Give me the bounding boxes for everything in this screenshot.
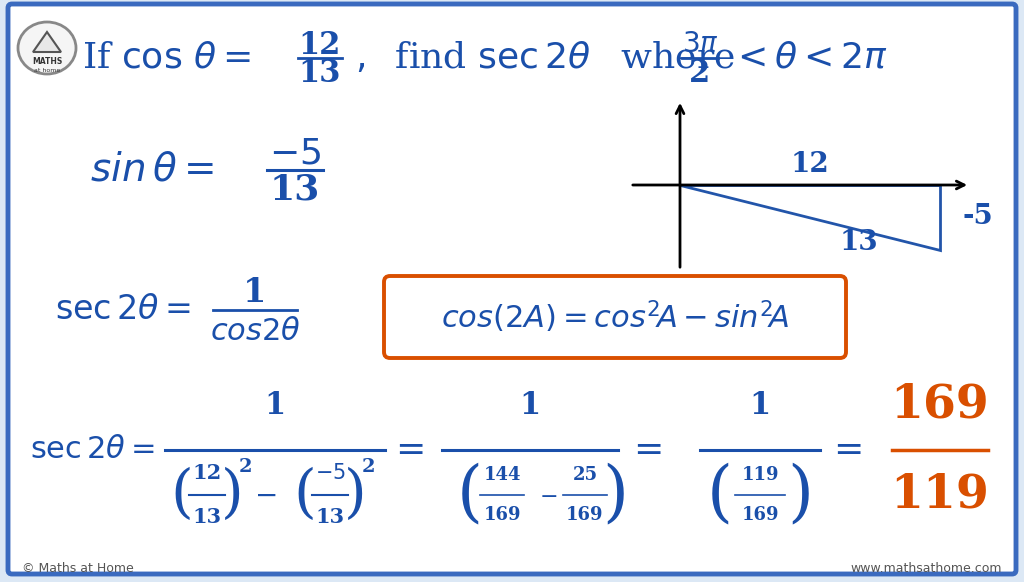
Text: ): ) (220, 467, 244, 523)
Text: $3\pi$: $3\pi$ (682, 31, 719, 59)
Text: =: = (833, 433, 863, 467)
Text: 119: 119 (741, 466, 778, 484)
Text: (: ( (707, 462, 733, 528)
FancyBboxPatch shape (384, 276, 846, 358)
Text: =: = (395, 433, 425, 467)
Text: -5: -5 (962, 204, 992, 230)
Text: at home: at home (34, 68, 60, 73)
Text: 13: 13 (315, 507, 344, 527)
Text: If $\cos\,\theta =$: If $\cos\,\theta =$ (82, 41, 251, 75)
Text: © Maths at Home: © Maths at Home (22, 562, 134, 574)
Text: (: ( (294, 467, 316, 523)
Text: 1: 1 (264, 389, 286, 421)
FancyBboxPatch shape (8, 4, 1016, 574)
Ellipse shape (18, 22, 76, 74)
Text: 13: 13 (840, 229, 879, 255)
Text: MATHS: MATHS (32, 58, 62, 66)
Text: $-$: $-$ (254, 481, 276, 509)
Text: 2: 2 (689, 58, 711, 88)
Text: $\mathit{sin}\,\theta =$: $\mathit{sin}\,\theta =$ (90, 151, 214, 189)
Text: ): ) (787, 462, 813, 528)
Text: 1: 1 (519, 389, 541, 421)
Text: $-$: $-$ (539, 484, 557, 506)
Text: 12: 12 (299, 30, 341, 61)
Text: 169: 169 (891, 382, 989, 428)
Text: ): ) (344, 467, 367, 523)
Text: $\mathit{cos}2\theta$: $\mathit{cos}2\theta$ (210, 317, 300, 347)
Text: 1: 1 (244, 275, 266, 308)
Text: 25: 25 (572, 466, 598, 484)
Text: 12: 12 (193, 463, 221, 483)
Text: 119: 119 (891, 472, 989, 518)
Text: 169: 169 (483, 506, 521, 524)
Text: 2: 2 (361, 458, 375, 476)
Text: 1: 1 (750, 389, 771, 421)
Text: (: ( (171, 467, 194, 523)
Polygon shape (680, 185, 940, 250)
Text: $\sec 2\theta =$: $\sec 2\theta =$ (30, 435, 155, 466)
Text: 169: 169 (566, 506, 604, 524)
Text: 2: 2 (239, 458, 252, 476)
Text: 144: 144 (483, 466, 521, 484)
Text: 13: 13 (193, 507, 221, 527)
Text: $\sec 2\theta =$: $\sec 2\theta =$ (55, 294, 191, 326)
Text: $< \theta < 2\pi$: $< \theta < 2\pi$ (730, 41, 888, 75)
Text: $-5$: $-5$ (314, 463, 345, 483)
Text: $,\;$ find $\sec 2\theta\;\;$ where: $,\;$ find $\sec 2\theta\;\;$ where (355, 41, 735, 76)
Text: 169: 169 (741, 506, 778, 524)
Text: $\mathit{cos}(2A) = \mathit{cos}^2\!A - \mathit{sin}^2\!A$: $\mathit{cos}(2A) = \mathit{cos}^2\!A - … (440, 299, 790, 335)
Text: www.mathsathome.com: www.mathsathome.com (851, 562, 1002, 574)
Text: 13: 13 (269, 172, 321, 206)
Text: (: ( (457, 462, 483, 528)
Text: $-5$: $-5$ (269, 136, 322, 170)
Polygon shape (33, 32, 61, 52)
Text: 13: 13 (299, 58, 341, 88)
Text: ): ) (602, 462, 628, 528)
Text: =: = (633, 433, 664, 467)
Text: 12: 12 (791, 151, 829, 179)
